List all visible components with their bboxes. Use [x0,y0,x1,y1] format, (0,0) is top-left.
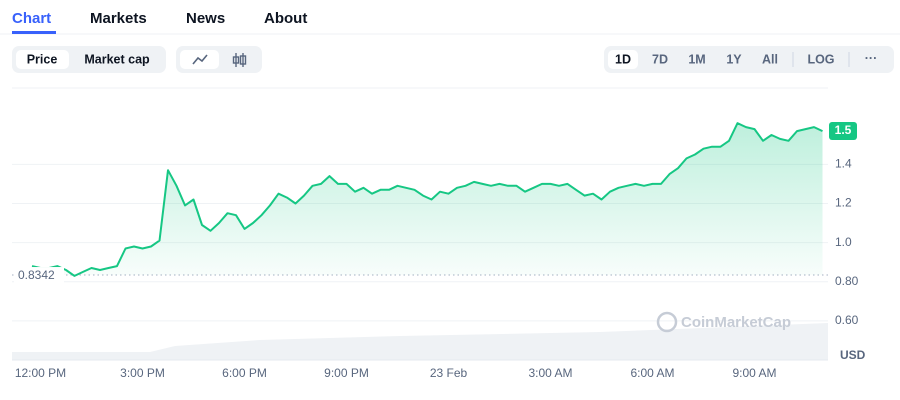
range-selected [608,50,638,69]
area [32,123,823,276]
plot [12,122,828,277]
toggle-button[interactable]: Market cap [84,52,150,66]
price-badge-label: 1.5 [835,123,852,137]
watermark: CoinMarketCap [656,311,791,333]
tab-underline [12,31,56,34]
volume-area [12,323,828,360]
tab[interactable]: Chart [12,10,51,27]
price-line [31,122,823,277]
x-tick-label: 23 Feb [430,366,468,380]
y-tick-label: 1.2 [835,196,852,210]
y-tick-label: 0.80 [835,274,859,288]
baseline-label: 0.8342 [18,268,55,282]
y-tick-label: 0.60 [835,313,859,327]
y-axis-label: USD [840,348,866,362]
y-tick-label: 1.0 [835,235,852,249]
log-button[interactable]: LOG [807,52,834,66]
range-button[interactable]: 1M [688,52,705,66]
range-button[interactable]: All [762,52,778,66]
line-icon[interactable] [192,54,208,65]
x-tick-label: 6:00 PM [222,366,267,380]
candle-icon[interactable] [232,53,247,67]
baseline-label-bg [14,267,64,284]
x-tick-label: 9:00 PM [324,366,369,380]
watermark-text: CoinMarketCap [681,314,791,331]
range-button[interactable]: 1Y [726,52,742,66]
toggle-selected [16,50,69,69]
range-button[interactable]: 7D [652,52,668,66]
toggle-button[interactable]: Price [27,52,58,66]
y-tick-label: 1.4 [835,156,852,170]
x-tick-label: 12:00 PM [15,366,66,380]
range-button[interactable]: 1D [615,52,631,66]
tab[interactable]: About [264,10,307,27]
tab[interactable]: News [186,10,225,27]
x-tick-label: 3:00 PM [120,366,165,380]
x-tick-label: 9:00 AM [732,366,776,380]
x-tick-label: 3:00 AM [528,366,572,380]
price-badge [829,122,857,141]
range-group [604,46,894,73]
more-button[interactable]: ··· [865,51,878,65]
x-tick-label: 6:00 AM [630,366,674,380]
tab[interactable]: Markets [90,10,147,27]
